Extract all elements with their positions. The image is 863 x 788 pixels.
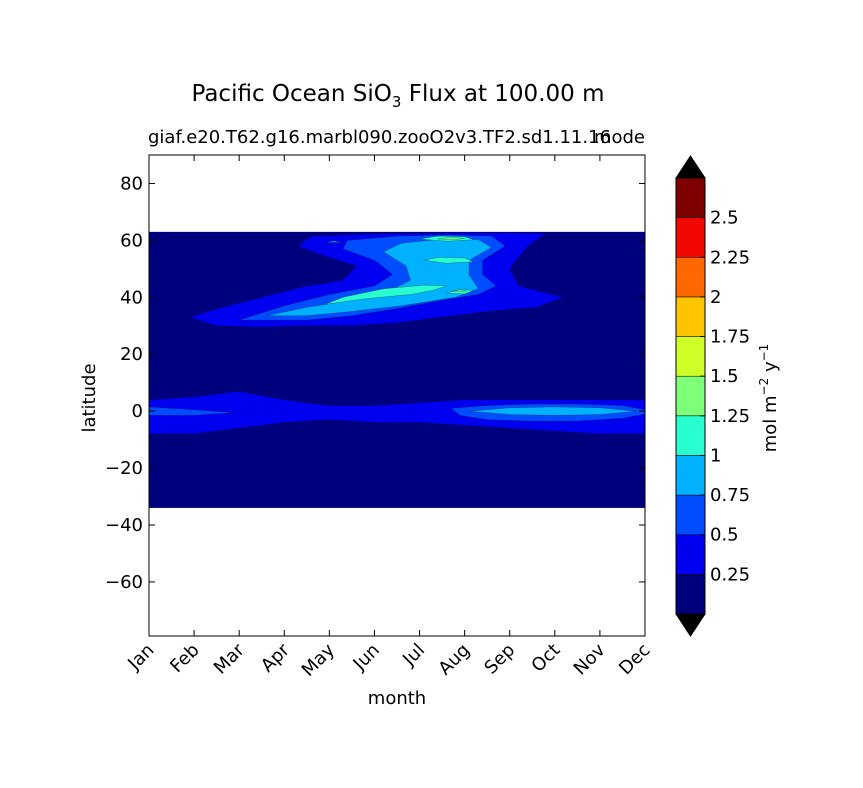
y-tick-label: 20 bbox=[120, 344, 143, 365]
colorbar-segment bbox=[675, 455, 706, 496]
colorbar-tick-label: 1.75 bbox=[710, 327, 750, 348]
colorbar-tick-label: 2.5 bbox=[710, 208, 739, 229]
colorbar-segment bbox=[675, 534, 706, 575]
y-axis-label: latitude bbox=[79, 363, 100, 432]
colorbar-segment bbox=[675, 336, 706, 377]
contour-region-7 bbox=[324, 284, 447, 305]
colorbar-tick-label: 2.25 bbox=[710, 247, 750, 268]
colorbar-tick-label: 1.25 bbox=[710, 406, 750, 427]
colorbar-segment bbox=[675, 415, 706, 456]
chart-title-subscript: 3 bbox=[392, 93, 402, 111]
x-tick-label: Oct bbox=[527, 640, 564, 677]
colorbar-tick-label: 1.5 bbox=[710, 366, 739, 387]
colorbar-label-exp2: −1 bbox=[757, 344, 771, 362]
colorbar-segment bbox=[675, 574, 706, 615]
contour-region-12 bbox=[437, 237, 465, 240]
x-tick-label: Feb bbox=[166, 640, 203, 677]
colorbar-tick-label: 1 bbox=[710, 445, 721, 466]
colorbar-label-main: mol m bbox=[760, 395, 781, 452]
x-tick-label: Apr bbox=[257, 639, 294, 676]
chart-subtitle-right: mode bbox=[594, 127, 645, 148]
colorbar-segment bbox=[675, 257, 706, 298]
y-tick-label: −40 bbox=[105, 515, 143, 536]
chart-title-prefix: Pacific Ocean SiO bbox=[192, 81, 392, 107]
colorbar: 0.25 0.5 0.75 1 1.25 1.5 1.75 2 2.25 2.5 bbox=[675, 155, 750, 637]
x-tick-label: May bbox=[298, 639, 339, 680]
colorbar-label: mol m−2 y−1 bbox=[757, 344, 781, 453]
colorbar-segment bbox=[675, 296, 706, 337]
colorbar-tick-label: 0.25 bbox=[710, 564, 750, 585]
colorbar-segment bbox=[675, 375, 706, 417]
colorbar-segment bbox=[675, 217, 706, 258]
y-tick-label: 40 bbox=[120, 287, 143, 308]
x-tick-label: Jul bbox=[398, 640, 429, 671]
colorbar-extend-top bbox=[675, 155, 706, 179]
x-axis-label: month bbox=[368, 688, 426, 709]
y-tick-label: −60 bbox=[105, 572, 143, 593]
colorbar-tick-label: 0.5 bbox=[710, 525, 739, 546]
axes-frame bbox=[148, 154, 646, 637]
colorbar-segment bbox=[675, 494, 706, 535]
x-tick-label: Dec bbox=[615, 640, 654, 679]
y-tick-label: −20 bbox=[105, 458, 143, 479]
x-tick-label: Nov bbox=[570, 639, 610, 679]
x-tick-label: Aug bbox=[434, 640, 474, 680]
chart-title: Pacific Ocean SiO3 Flux at 100.00 m bbox=[192, 81, 605, 111]
y-tick-label: 0 bbox=[132, 401, 143, 422]
contour-region-3 bbox=[469, 406, 637, 416]
y-tick-label: 60 bbox=[120, 230, 143, 251]
chart-title-suffix: Flux at 100.00 m bbox=[401, 81, 604, 107]
chart-subtitle-left: giaf.e20.T62.g16.marbl090.zooO2v3.TF2.sd… bbox=[148, 127, 611, 148]
colorbar-label-exp1: −2 bbox=[757, 378, 771, 396]
contour-region-13 bbox=[324, 240, 343, 243]
x-tick-label: Jan bbox=[123, 640, 158, 675]
colorbar-extend-bottom bbox=[675, 613, 706, 637]
x-tick-label: Mar bbox=[210, 639, 249, 678]
colorbar-frame bbox=[675, 177, 706, 615]
colorbar-tick-label: 2 bbox=[710, 287, 721, 308]
colorbar-segment bbox=[675, 177, 706, 218]
contour-region-9 bbox=[424, 257, 474, 264]
x-tick-label: Jun bbox=[349, 640, 384, 675]
plot-area bbox=[148, 231, 646, 508]
colorbar-tick-label: 0.75 bbox=[710, 485, 750, 506]
y-tick-label: 80 bbox=[120, 173, 143, 194]
contour-region-10 bbox=[446, 289, 474, 295]
contour-region-11 bbox=[451, 289, 467, 292]
colorbar-label-unit2: y bbox=[760, 361, 781, 378]
x-tick-label: Sep bbox=[480, 640, 519, 679]
